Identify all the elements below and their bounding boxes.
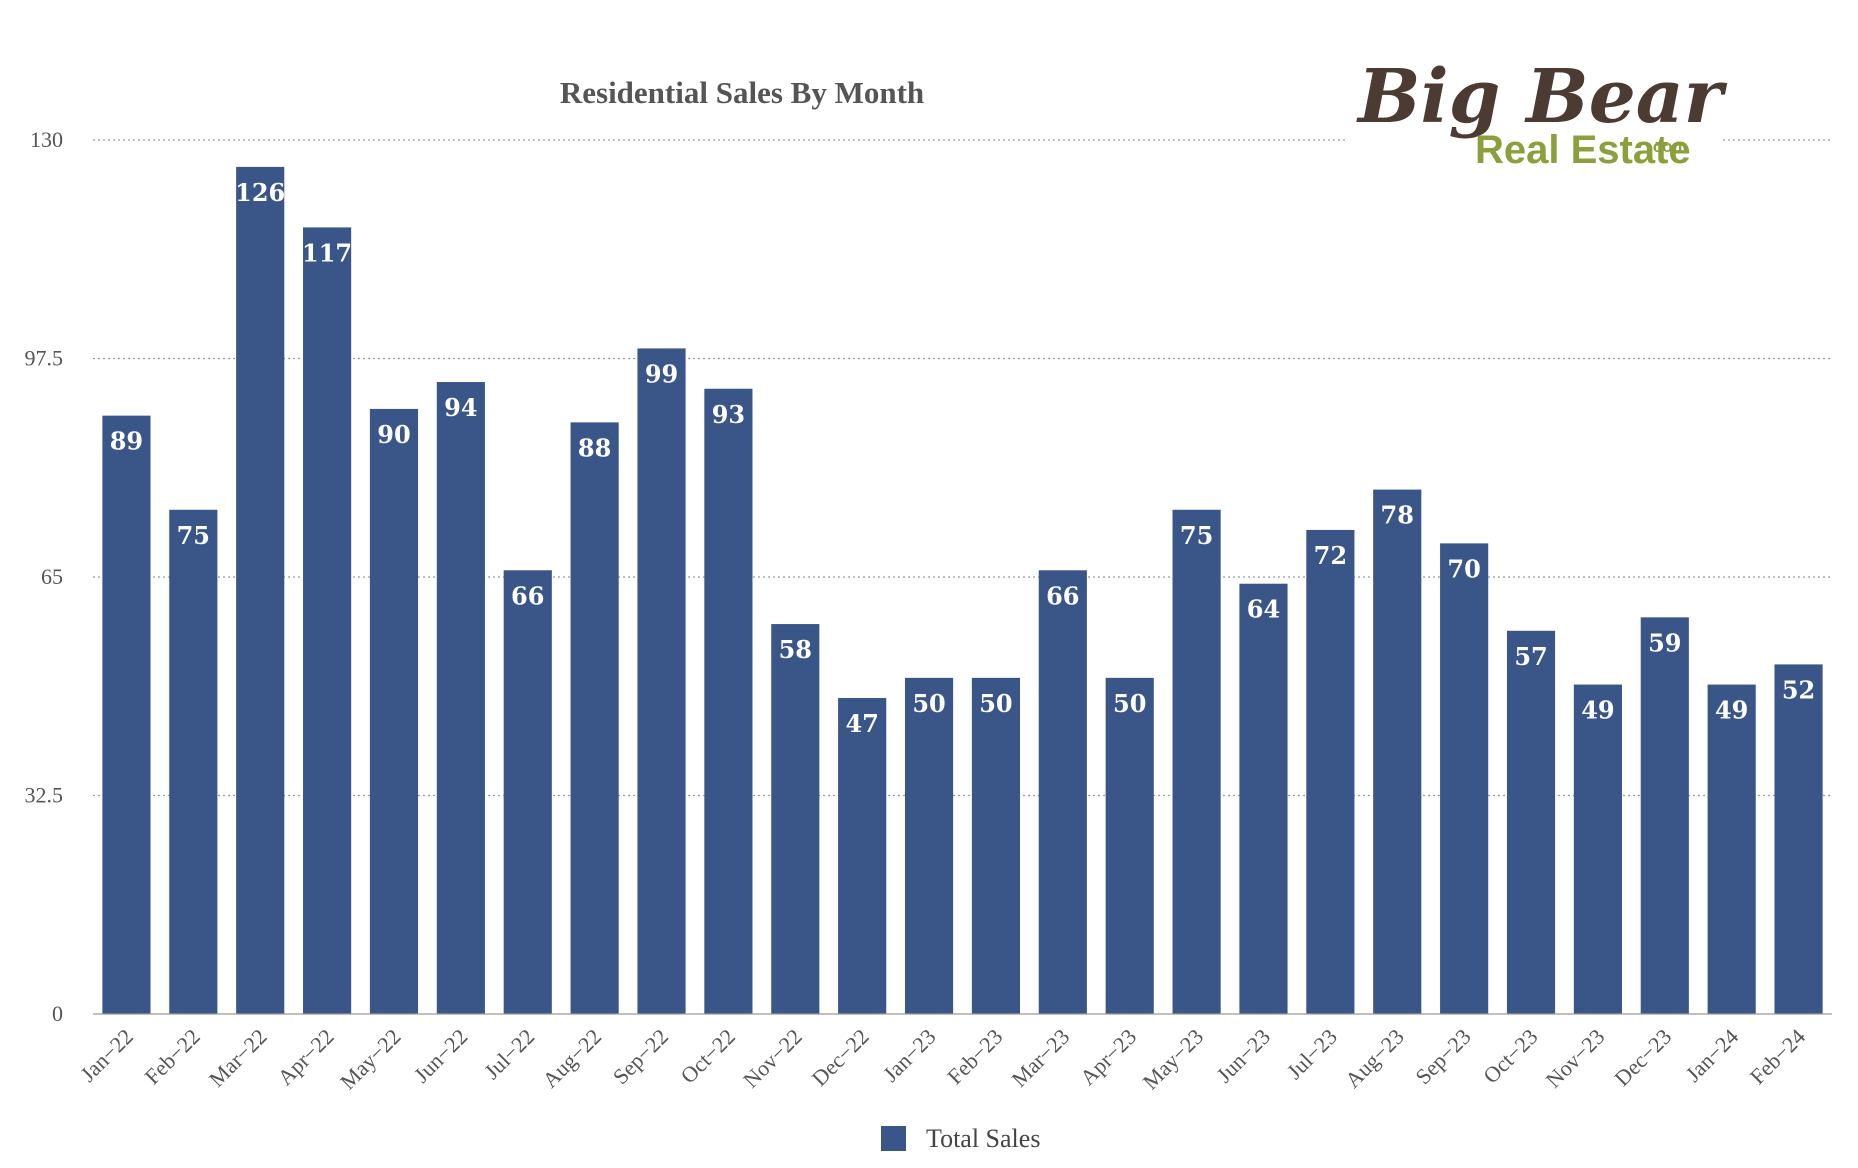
logo-line-2: Real Estate <box>1475 128 1691 172</box>
data-label: 52 <box>1782 675 1815 704</box>
data-label: 50 <box>979 689 1012 718</box>
data-label: 78 <box>1381 501 1414 530</box>
bar <box>1172 509 1221 1014</box>
bar <box>236 166 285 1014</box>
data-label: 70 <box>1447 554 1480 583</box>
y-axis-ticks: 0 32.5 65 97.5 130 <box>25 127 64 1026</box>
bar <box>904 677 954 1014</box>
chart-title: Residential Sales By Month <box>560 75 924 110</box>
x-tick-label: Apr−23 <box>1075 1024 1141 1090</box>
bar <box>1774 664 1823 1014</box>
x-tick-label: May−22 <box>335 1024 406 1095</box>
y-tick-label: 32.5 <box>25 783 64 808</box>
x-tick-label: Oct−22 <box>675 1024 739 1088</box>
data-label: 47 <box>845 709 878 738</box>
bar <box>1373 489 1422 1015</box>
data-label: 49 <box>1715 696 1748 725</box>
data-label: 126 <box>235 178 285 207</box>
x-tick-label: Jan−22 <box>75 1024 138 1087</box>
x-tick-label: Jun−23 <box>1211 1024 1275 1088</box>
x-tick-label: Apr−22 <box>272 1024 338 1090</box>
bar <box>771 624 820 1014</box>
bar <box>1440 543 1489 1014</box>
data-label: 93 <box>712 400 745 429</box>
data-label: 75 <box>177 521 210 550</box>
data-label: 72 <box>1314 541 1347 570</box>
y-tick-label: 97.5 <box>25 346 64 371</box>
data-labels: 89 75 126 117 90 94 66 88 99 93 58 47 50 50 66 50 75 64 72… <box>110 178 1816 738</box>
x-tick-label: Sep−22 <box>608 1024 673 1089</box>
bar <box>1707 684 1756 1014</box>
x-tick-label: Mar−22 <box>204 1024 272 1092</box>
y-tick-label: 0 <box>52 1001 63 1026</box>
x-tick-label: Nov−23 <box>1541 1024 1610 1093</box>
x-tick-label: May−23 <box>1138 1024 1209 1095</box>
bar <box>503 570 552 1014</box>
bar <box>369 408 419 1014</box>
data-label: 88 <box>578 433 611 462</box>
logo-line-1: Big Bear <box>1356 54 1728 140</box>
x-tick-label: Aug−22 <box>537 1024 606 1093</box>
bar <box>1573 684 1622 1014</box>
bar <box>838 698 887 1014</box>
x-tick-label: Nov−22 <box>738 1024 807 1093</box>
x-tick-label: Jul−23 <box>1282 1024 1342 1084</box>
data-label: 59 <box>1648 628 1681 657</box>
data-label: 90 <box>377 420 410 449</box>
data-label: 75 <box>1180 521 1213 550</box>
bar <box>1506 630 1556 1014</box>
data-label: 64 <box>1247 595 1280 624</box>
x-tick-label: Feb−24 <box>1745 1024 1810 1089</box>
data-label: 99 <box>645 359 678 388</box>
bar <box>704 388 753 1014</box>
bar <box>436 382 485 1014</box>
x-tick-label: Jan−23 <box>878 1024 941 1087</box>
data-label: 66 <box>1046 581 1079 610</box>
legend: Total Sales <box>881 1124 1040 1153</box>
x-tick-label: Oct−23 <box>1478 1024 1542 1088</box>
x-tick-label: Mar−23 <box>1006 1024 1074 1092</box>
bar <box>1306 529 1355 1014</box>
x-tick-label: Feb−23 <box>942 1024 1007 1089</box>
data-label: 49 <box>1581 696 1614 725</box>
data-label: 117 <box>302 238 352 267</box>
gridlines <box>93 139 1832 797</box>
bar <box>1105 677 1154 1014</box>
legend-swatch <box>881 1126 906 1151</box>
x-tick-label: Dec−23 <box>1609 1024 1676 1091</box>
x-tick-label: Feb−22 <box>140 1024 205 1089</box>
bar <box>1038 570 1087 1014</box>
logo-suffix: .com <box>1648 137 1688 156</box>
x-tick-label: Jun−22 <box>409 1024 473 1088</box>
bar <box>971 677 1021 1014</box>
x-tick-label: Jul−22 <box>479 1024 539 1084</box>
x-tick-label: Jan−24 <box>1680 1024 1743 1087</box>
bar <box>570 422 619 1014</box>
bar <box>637 348 686 1014</box>
data-label: 58 <box>779 635 812 664</box>
x-tick-label: Aug−23 <box>1340 1024 1409 1093</box>
data-label: 50 <box>1113 689 1146 718</box>
legend-label: Total Sales <box>926 1124 1040 1153</box>
data-label: 57 <box>1514 642 1547 671</box>
bar <box>1640 617 1689 1014</box>
data-label: 50 <box>912 689 945 718</box>
big-bear-logo: Big Bear Real Estate .com <box>1345 54 1728 172</box>
y-tick-label: 65 <box>41 564 63 589</box>
bars <box>102 166 1823 1015</box>
y-tick-label: 130 <box>30 127 63 152</box>
bar <box>169 509 218 1014</box>
data-label: 66 <box>511 581 544 610</box>
x-tick-label: Dec−22 <box>807 1024 874 1091</box>
bar <box>1239 583 1288 1014</box>
bar <box>303 227 352 1014</box>
data-label: 94 <box>444 393 477 422</box>
x-tick-label: Sep−23 <box>1410 1024 1475 1089</box>
bar <box>102 415 151 1015</box>
data-label: 89 <box>110 427 143 456</box>
